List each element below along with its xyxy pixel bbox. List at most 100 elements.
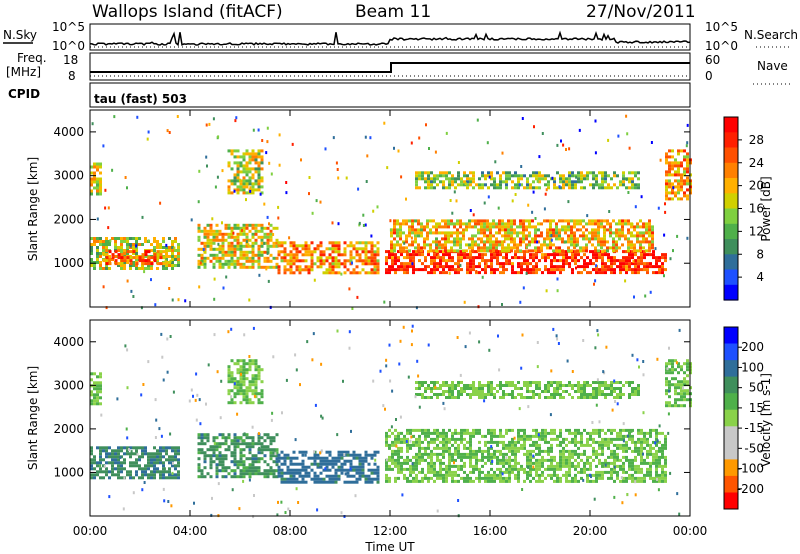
heatmap-cell: [442, 449, 445, 453]
heatmap-cell: [490, 431, 493, 435]
heatmap-cell: [236, 439, 240, 443]
heatmap-cell: [162, 476, 165, 480]
heatmap-cell: [245, 167, 249, 171]
heatmap-cell: [622, 443, 625, 447]
heatmap-cell: [141, 264, 144, 267]
heatmap-cell: [352, 480, 356, 484]
heatmap-cell: [301, 459, 305, 463]
heatmap-cell: [391, 452, 394, 456]
heatmap-cell: [622, 250, 625, 254]
heatmap-cell: [640, 262, 643, 266]
heatmap-cell: [514, 396, 517, 399]
heatmap-cell: [680, 164, 683, 168]
heatmap-cell: [468, 225, 471, 229]
heatmap-cell: [391, 443, 394, 447]
heatmap-cell: [215, 472, 219, 476]
heatmap-cell: [221, 433, 225, 437]
heatmap-cell: [562, 473, 565, 477]
heatmap-cell: [493, 393, 496, 396]
heatmap-cell: [559, 268, 562, 272]
heatmap-cell: [439, 476, 442, 480]
heatmap-cell: [478, 428, 481, 432]
heatmap-cell: [562, 174, 565, 178]
heatmap-cell: [603, 231, 606, 235]
heatmap-cell: [514, 455, 517, 459]
heatmap-cell: [594, 249, 597, 253]
heatmap-cell: [622, 262, 625, 266]
heatmap-cell: [601, 464, 604, 468]
heatmap-cell: [239, 383, 243, 387]
heatmap-cell: [505, 174, 508, 178]
heatmap-cell: [499, 381, 502, 384]
heatmap-cell: [517, 467, 520, 471]
heatmap-cell: [661, 467, 664, 471]
heatmap-cell: [634, 470, 637, 474]
heatmap-cell: [498, 225, 501, 229]
heatmap-cell: [272, 265, 276, 269]
heatmap-cell: [502, 268, 505, 272]
heatmap-cell: [562, 458, 565, 462]
heatmap-cell: [90, 393, 93, 397]
heatmap-cell: [245, 173, 249, 177]
heatmap-cell: [427, 177, 430, 181]
heatmap-cell: [105, 240, 108, 243]
heatmap-cell: [454, 464, 457, 468]
heatmap-cell: [233, 238, 237, 242]
heatmap-cell: [592, 446, 595, 450]
heatmap-cell: [403, 458, 406, 462]
heatmap-cell: [343, 468, 347, 472]
heatmap-cell: [233, 149, 237, 153]
heatmap-cell: [664, 470, 667, 474]
heatmap-cell: [245, 244, 249, 248]
heatmap-cell: [618, 222, 621, 226]
heatmap-cell: [352, 456, 356, 460]
heatmap-cell: [251, 463, 255, 467]
heatmap-cell: [230, 152, 234, 156]
heatmap-cell: [601, 446, 604, 450]
heatmap-cell: [619, 479, 622, 483]
heatmap-cell: [561, 228, 564, 232]
heatmap-cell: [138, 446, 141, 450]
heatmap-cell: [266, 215, 269, 219]
cpid-strip-frame: [89, 82, 691, 108]
heatmap-cell: [418, 437, 421, 441]
heatmap-cell: [466, 431, 469, 435]
heatmap-cell: [668, 161, 671, 165]
heatmap-cell: [562, 183, 565, 187]
heatmap-cell: [156, 243, 159, 246]
heatmap-cell: [292, 241, 296, 245]
heatmap-cell: [523, 467, 526, 471]
heatmap-cell: [463, 446, 466, 450]
heatmap-cell: [174, 249, 177, 252]
heatmap-cell: [218, 433, 222, 437]
heatmap-cell: [409, 467, 412, 471]
heatmap-cell: [648, 222, 651, 226]
heatmap-cell: [646, 470, 649, 474]
heatmap-cell: [367, 256, 371, 260]
heatmap-cell: [528, 222, 531, 226]
heatmap-cell: [369, 136, 372, 140]
heatmap-cell: [606, 240, 609, 244]
heatmap-cell: [661, 265, 664, 269]
heatmap-cell: [526, 473, 529, 477]
heatmap-cell: [436, 470, 439, 474]
heatmap-cell: [535, 434, 538, 438]
heatmap-cell: [451, 390, 454, 393]
heatmap-cell: [568, 180, 571, 184]
heatmap-cell: [221, 253, 225, 257]
heatmap-cell: [96, 384, 99, 388]
heatmap-cell: [508, 262, 511, 266]
heatmap-cell: [108, 255, 111, 258]
heatmap-cell: [573, 225, 576, 229]
heatmap-cell: [595, 449, 598, 453]
heatmap-cell: [447, 234, 450, 238]
heatmap-cell: [677, 152, 680, 156]
heatmap-cell: [227, 448, 231, 452]
heatmap-cell: [655, 455, 658, 459]
heatmap-cell: [213, 277, 216, 281]
heatmap-cell: [242, 442, 246, 446]
heatmap-cell: [415, 461, 418, 465]
noise-sky-line: [89, 30, 691, 47]
heatmap-cell: [603, 240, 606, 244]
heatmap-cell: [496, 449, 499, 453]
